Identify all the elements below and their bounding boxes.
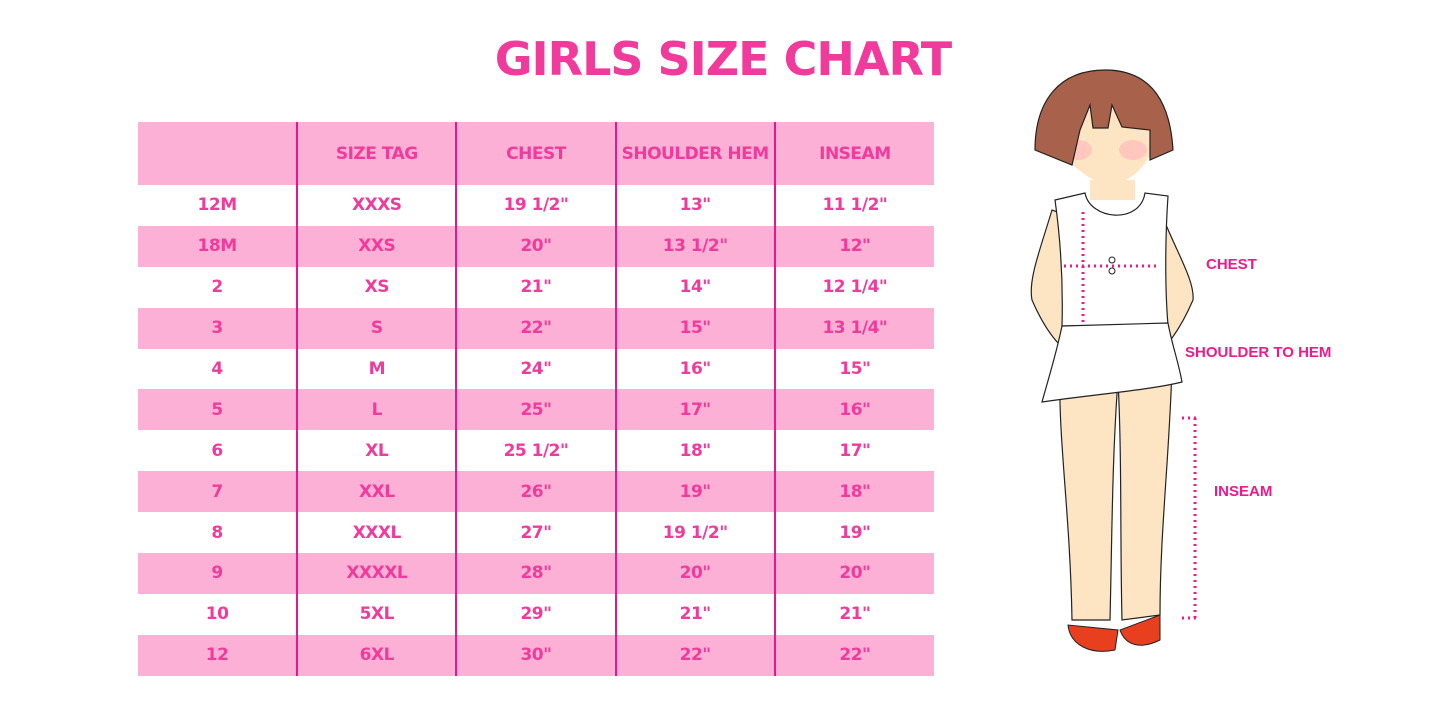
cell-size-tag: S [296, 307, 457, 349]
cell-chest: 27" [455, 512, 616, 554]
cell-chest: 21" [455, 266, 616, 308]
cell-chest: 19 1/2" [455, 185, 616, 226]
cell-shoulder-hem: 15" [614, 307, 775, 349]
cell-inseam: 11 1/2" [773, 185, 934, 226]
table-row: 18M XXS 20" 13 1/2" 12" [138, 225, 934, 267]
cell-chest: 22" [455, 307, 616, 349]
header-size-tag: SIZE TAG [296, 122, 457, 185]
table-row: 6 XL 25 1/2" 18" 17" [138, 430, 934, 472]
cell-shoulder-hem: 17" [614, 389, 775, 431]
header-inseam: INSEAM [773, 122, 934, 185]
cell-chest: 25" [455, 389, 616, 431]
cell-size-tag: 5XL [296, 593, 457, 635]
cell-shoulder-hem: 20" [614, 553, 775, 594]
table-row: 12 6XL 30" 22" 22" [138, 634, 934, 676]
girl-measurement-illustration: CHEST SHOULDER TO HEM INSEAM [1000, 60, 1380, 664]
table-row: 2 XS 21" 14" 12 1/4" [138, 266, 934, 308]
cell-shoulder-hem: 14" [614, 266, 775, 308]
table-row: 9 XXXXL 28" 20" 20" [138, 553, 934, 594]
table-header-row: SIZE TAG CHEST SHOULDER HEM INSEAM [138, 122, 934, 185]
cell-size: 12 [138, 634, 298, 676]
cell-inseam: 18" [773, 471, 934, 513]
header-shoulder-hem: SHOULDER HEM [614, 122, 775, 185]
cell-shoulder-hem: 16" [614, 348, 775, 390]
cell-size: 2 [211, 277, 223, 298]
cell-size: 18M [138, 225, 298, 267]
cell-inseam: 12" [773, 225, 934, 267]
cell-shoulder-hem: 21" [614, 593, 775, 635]
table-row: 3 S 22" 15" 13 1/4" [138, 307, 934, 349]
cell-size: 10 [205, 604, 229, 625]
cell-size-tag: XXXL [296, 512, 457, 554]
chest-label: CHEST [1206, 256, 1257, 273]
table-row: 4 M 24" 16" 15" [138, 348, 934, 390]
cell-size: 5 [138, 389, 298, 431]
cell-inseam: 22" [773, 634, 934, 676]
cell-size-tag: XXL [296, 471, 457, 513]
cell-size-tag: L [296, 389, 457, 431]
header-size [138, 122, 298, 185]
cell-shoulder-hem: 19 1/2" [614, 512, 775, 554]
table-row: 12M XXXS 19 1/2" 13" 11 1/2" [138, 185, 934, 226]
header-chest: CHEST [455, 122, 616, 185]
table-row: 7 XXL 26" 19" 18" [138, 471, 934, 513]
page-title: GIRLS SIZE CHART [494, 32, 952, 86]
cell-inseam: 16" [773, 389, 934, 431]
cell-size: 6 [211, 440, 223, 461]
cell-shoulder-hem: 13 1/2" [614, 225, 775, 267]
cell-size: 3 [138, 307, 298, 349]
cell-size-tag: XXXXL [296, 553, 457, 594]
cell-inseam: 21" [773, 593, 934, 635]
cell-chest: 24" [455, 348, 616, 390]
table-row: 5 L 25" 17" 16" [138, 389, 934, 431]
table-row: 8 XXXL 27" 19 1/2" 19" [138, 512, 934, 554]
cell-size: 9 [138, 553, 298, 594]
cell-shoulder-hem: 19" [614, 471, 775, 513]
cell-size-tag: 6XL [296, 634, 457, 676]
cell-chest: 20" [455, 225, 616, 267]
cell-size: 8 [211, 522, 223, 543]
cell-size-tag: XXXS [296, 185, 457, 226]
cell-size-tag: XXS [296, 225, 457, 267]
cell-size-tag: M [296, 348, 457, 390]
cell-inseam: 12 1/4" [773, 266, 934, 308]
cell-shoulder-hem: 18" [614, 430, 775, 472]
size-chart-table: SIZE TAG CHEST SHOULDER HEM INSEAM 12M XX… [138, 122, 934, 676]
cell-chest: 30" [455, 634, 616, 676]
cell-size: 12M [197, 195, 238, 216]
cell-chest: 29" [455, 593, 616, 635]
cell-inseam: 20" [773, 553, 934, 594]
cell-chest: 28" [455, 553, 616, 594]
girl-figure-icon [1030, 69, 1200, 652]
cell-inseam: 15" [773, 348, 934, 390]
cell-inseam: 17" [773, 430, 934, 472]
cell-chest: 25 1/2" [455, 430, 616, 472]
cell-size-tag: XS [296, 266, 457, 308]
cell-shoulder-hem: 22" [614, 634, 775, 676]
cell-chest: 26" [455, 471, 616, 513]
cell-size-tag: XL [296, 430, 457, 472]
cell-size: 7 [138, 471, 298, 513]
cell-inseam: 19" [773, 512, 934, 554]
inseam-label: INSEAM [1214, 483, 1273, 500]
shoulder-to-hem-label: SHOULDER TO HEM [1185, 344, 1332, 361]
cell-inseam: 13 1/4" [773, 307, 934, 349]
cell-shoulder-hem: 13" [614, 185, 775, 226]
table-row: 10 5XL 29" 21" 21" [138, 593, 934, 635]
cell-size: 4 [211, 359, 223, 379]
